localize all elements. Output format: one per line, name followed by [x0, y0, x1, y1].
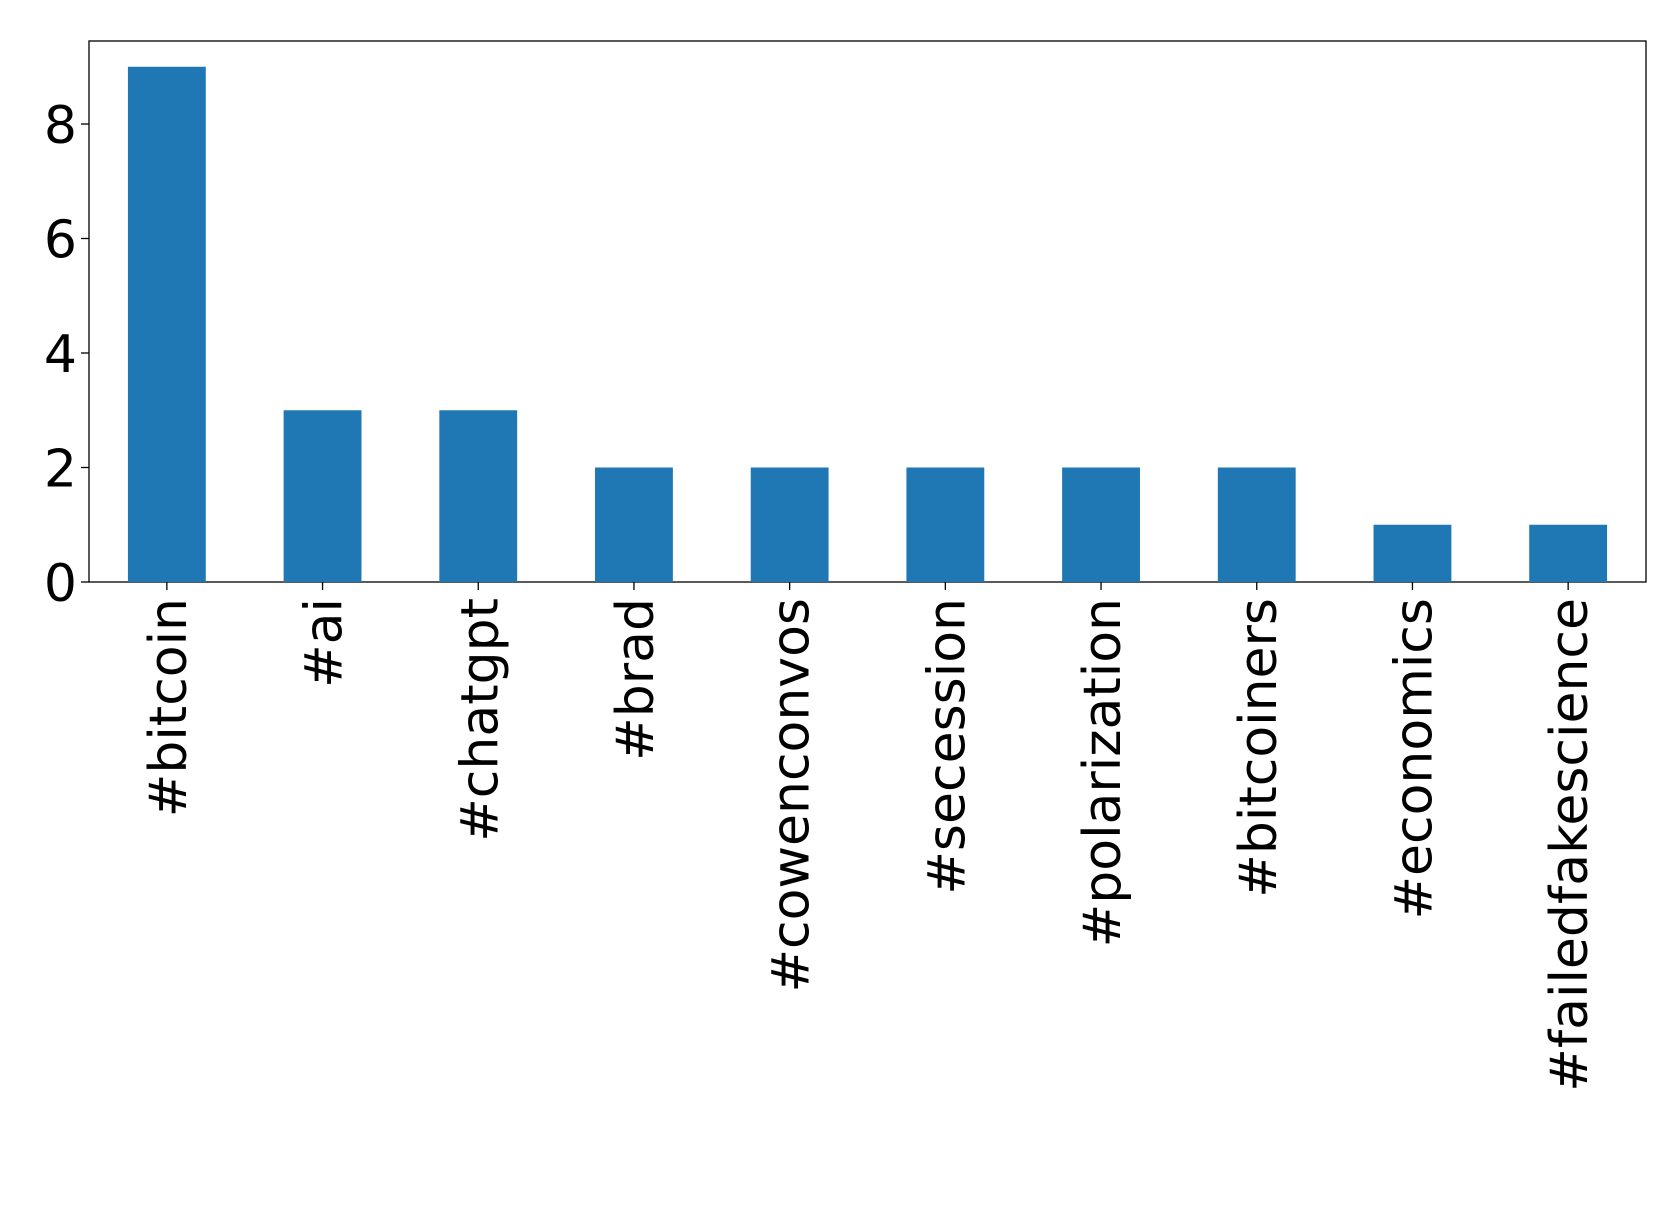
y-tick-label: 6 [44, 211, 77, 271]
bar [283, 410, 362, 582]
x-tick-label: #chatgpt [450, 598, 510, 842]
x-tick-label: #cowenconvos [762, 598, 822, 993]
x-tick-label: #bitcoin [139, 598, 199, 817]
y-tick-label: 2 [44, 440, 77, 500]
bar [595, 467, 673, 582]
x-tick-label: #economics [1384, 598, 1444, 920]
bar [1373, 524, 1452, 582]
x-tick-label: #bitcoiners [1229, 598, 1289, 898]
x-tick-label: #ai [295, 598, 355, 688]
y-tick-label: 4 [44, 325, 77, 385]
bar [1062, 467, 1140, 582]
bar [439, 410, 518, 582]
bar [750, 467, 829, 582]
x-tick-label: #secession [917, 598, 977, 895]
bar [127, 66, 206, 582]
bar [1217, 467, 1296, 582]
y-tick-label: 8 [44, 96, 77, 156]
bar [1529, 524, 1608, 582]
y-tick-label: 0 [44, 554, 77, 614]
x-tick-label: #polarization [1073, 598, 1133, 947]
x-tick-label: #brad [606, 598, 666, 761]
bar [906, 467, 985, 582]
plot-frame [88, 40, 1647, 583]
x-tick-label: #failedfakescience [1540, 598, 1600, 1092]
